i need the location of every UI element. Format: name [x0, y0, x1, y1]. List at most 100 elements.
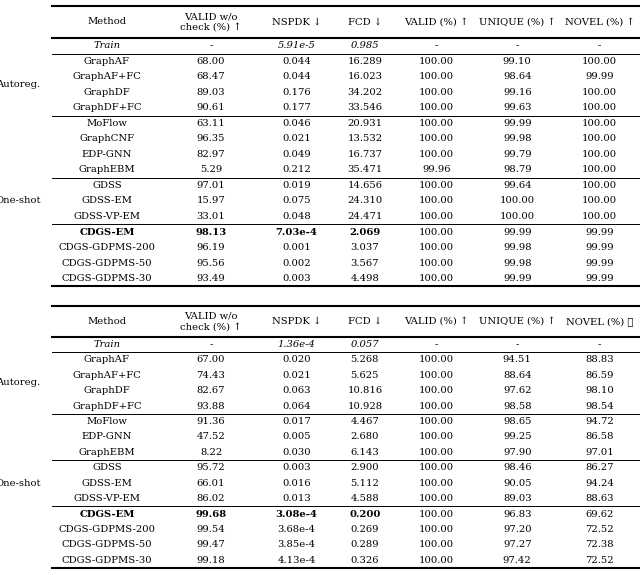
Text: 33.546: 33.546 [348, 104, 382, 112]
Text: 100.00: 100.00 [419, 274, 454, 283]
Text: 100.00: 100.00 [419, 509, 454, 519]
Text: 99.99: 99.99 [585, 243, 614, 252]
Text: 34.202: 34.202 [348, 88, 383, 97]
Text: 0.013: 0.013 [282, 494, 311, 503]
Text: EDP-GNN: EDP-GNN [82, 150, 132, 159]
Text: 0.001: 0.001 [282, 243, 311, 252]
Text: 97.90: 97.90 [503, 448, 532, 457]
Text: 99.99: 99.99 [503, 119, 532, 128]
Text: 0.289: 0.289 [351, 540, 380, 550]
Text: 3.567: 3.567 [351, 259, 379, 267]
Text: 82.97: 82.97 [196, 150, 225, 159]
Text: -: - [435, 340, 438, 349]
Text: 86.58: 86.58 [586, 432, 614, 442]
Text: Train: Train [93, 340, 120, 349]
Text: 98.54: 98.54 [585, 401, 614, 411]
Text: VALID w/o
check (%) ↑: VALID w/o check (%) ↑ [180, 12, 242, 32]
Text: GraphEBM: GraphEBM [79, 448, 135, 457]
Text: 100.00: 100.00 [419, 228, 454, 236]
Text: 0.200: 0.200 [349, 509, 381, 519]
Text: 97.27: 97.27 [503, 540, 532, 550]
Text: 47.52: 47.52 [196, 432, 225, 442]
Text: 100.00: 100.00 [582, 150, 617, 159]
Text: 100.00: 100.00 [582, 135, 617, 143]
Text: 96.19: 96.19 [196, 243, 225, 252]
Text: 100.00: 100.00 [582, 119, 617, 128]
Text: 0.063: 0.063 [282, 386, 311, 395]
Text: 100.00: 100.00 [419, 448, 454, 457]
Text: 98.58: 98.58 [503, 401, 532, 411]
Text: GraphAF+FC: GraphAF+FC [72, 371, 141, 380]
Text: 93.49: 93.49 [196, 274, 225, 283]
Text: VALID (%) ↑: VALID (%) ↑ [404, 17, 468, 26]
Text: 98.13: 98.13 [195, 228, 227, 236]
Text: UNIQUE (%) ↑: UNIQUE (%) ↑ [479, 317, 556, 326]
Text: FCD ↓: FCD ↓ [348, 17, 382, 26]
Text: 14.656: 14.656 [348, 181, 382, 190]
Text: 89.03: 89.03 [503, 494, 532, 503]
Text: GraphDF: GraphDF [83, 88, 131, 97]
Text: 100.00: 100.00 [419, 88, 454, 97]
Text: 100.00: 100.00 [582, 57, 617, 66]
Text: 0.044: 0.044 [282, 57, 311, 66]
Text: 2.069: 2.069 [349, 228, 381, 236]
Text: 0.048: 0.048 [282, 212, 311, 221]
Text: 94.51: 94.51 [503, 355, 532, 364]
Text: 99.10: 99.10 [503, 57, 532, 66]
Text: 99.99: 99.99 [503, 274, 532, 283]
Text: One-shot: One-shot [0, 479, 41, 488]
Text: 86.59: 86.59 [586, 371, 614, 380]
Text: GDSS-EM: GDSS-EM [81, 197, 132, 205]
Text: MoFlow: MoFlow [86, 119, 127, 128]
Text: 98.65: 98.65 [503, 417, 531, 426]
Text: 0.021: 0.021 [282, 371, 311, 380]
Text: 0.017: 0.017 [282, 417, 311, 426]
Text: One-shot: One-shot [0, 197, 41, 205]
Text: 0.002: 0.002 [282, 259, 311, 267]
Text: 99.96: 99.96 [422, 166, 451, 174]
Text: 3.85e-4: 3.85e-4 [278, 540, 316, 550]
Text: 3.037: 3.037 [351, 243, 380, 252]
Text: CDGS-GDPMS-200: CDGS-GDPMS-200 [58, 525, 156, 534]
Text: 0.326: 0.326 [351, 556, 379, 565]
Text: 16.289: 16.289 [348, 57, 382, 66]
Text: 98.64: 98.64 [503, 72, 532, 81]
Text: 100.00: 100.00 [419, 556, 454, 565]
Text: 15.97: 15.97 [196, 197, 225, 205]
Text: 99.68: 99.68 [195, 509, 227, 519]
Text: 0.075: 0.075 [282, 197, 311, 205]
Text: 99.99: 99.99 [503, 228, 532, 236]
Text: 99.99: 99.99 [585, 228, 614, 236]
Text: 0.003: 0.003 [282, 463, 311, 472]
Text: 99.16: 99.16 [503, 88, 532, 97]
Text: 5.268: 5.268 [351, 355, 379, 364]
Text: 99.99: 99.99 [585, 274, 614, 283]
Text: 4.588: 4.588 [351, 494, 380, 503]
Text: 95.72: 95.72 [196, 463, 225, 472]
Text: 7.03e-4: 7.03e-4 [276, 228, 317, 236]
Text: 4.13e-4: 4.13e-4 [277, 556, 316, 565]
Text: 0.049: 0.049 [282, 150, 311, 159]
Text: 0.212: 0.212 [282, 166, 311, 174]
Text: GraphAF: GraphAF [84, 57, 130, 66]
Text: VALID (%) ↑: VALID (%) ↑ [404, 317, 468, 326]
Text: CDGS-GDPMS-30: CDGS-GDPMS-30 [61, 556, 152, 565]
Text: GraphDF+FC: GraphDF+FC [72, 401, 141, 411]
Text: 97.20: 97.20 [503, 525, 532, 534]
Text: 100.00: 100.00 [419, 417, 454, 426]
Text: 0.021: 0.021 [282, 135, 311, 143]
Text: -: - [598, 340, 601, 349]
Text: 99.63: 99.63 [503, 104, 531, 112]
Text: 74.43: 74.43 [196, 371, 225, 380]
Text: 2.680: 2.680 [351, 432, 379, 442]
Text: -: - [598, 41, 601, 50]
Text: 100.00: 100.00 [419, 243, 454, 252]
Text: 97.42: 97.42 [503, 556, 532, 565]
Text: 0.019: 0.019 [282, 181, 311, 190]
Text: 100.00: 100.00 [419, 525, 454, 534]
Text: 67.00: 67.00 [196, 355, 225, 364]
Text: 99.47: 99.47 [196, 540, 225, 550]
Text: 0.057: 0.057 [351, 340, 380, 349]
Text: NOVEL (%) ↑: NOVEL (%) ↑ [564, 17, 634, 26]
Text: NOVEL (%) ★: NOVEL (%) ★ [566, 317, 633, 326]
